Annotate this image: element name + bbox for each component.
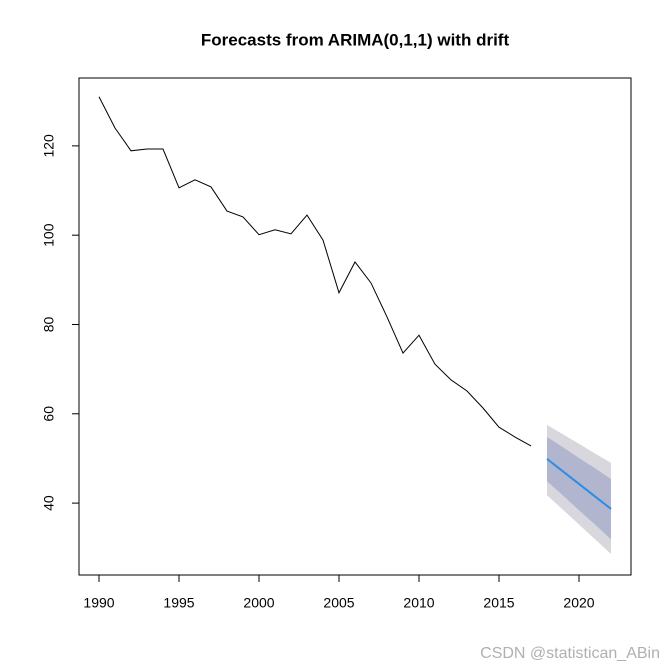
x-tick-label: 1995 bbox=[163, 595, 194, 611]
history-line bbox=[98, 96, 532, 447]
y-tick-label: 80 bbox=[41, 316, 57, 332]
band-80 bbox=[547, 437, 611, 540]
y-tick-label: 100 bbox=[41, 223, 57, 247]
x-tick-label: 2000 bbox=[243, 595, 274, 611]
y-tick-label: 120 bbox=[41, 134, 57, 158]
x-tick-label: 2015 bbox=[483, 595, 514, 611]
plot-frame bbox=[78, 77, 632, 576]
y-tick-label: 40 bbox=[41, 495, 57, 511]
x-tick-label: 2010 bbox=[403, 595, 434, 611]
x-tick-label: 1990 bbox=[83, 595, 114, 611]
x-tick-label: 2020 bbox=[563, 595, 594, 611]
x-tick-label: 2005 bbox=[323, 595, 354, 611]
y-tick-label: 60 bbox=[41, 406, 57, 422]
chart-title: Forecasts from ARIMA(0,1,1) with drift bbox=[201, 30, 510, 49]
forecast-line bbox=[546, 458, 612, 510]
watermark: CSDN @statistican_ABin bbox=[480, 645, 660, 662]
